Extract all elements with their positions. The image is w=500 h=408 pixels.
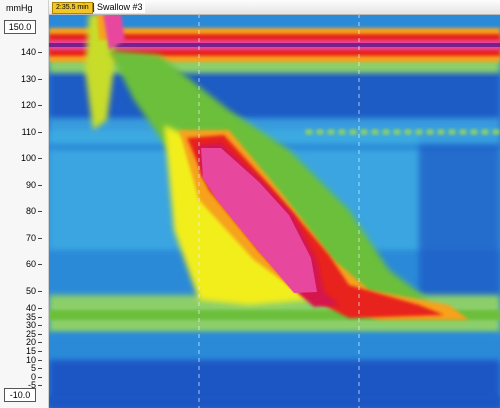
artefact-dot — [481, 129, 489, 135]
scale-tick-mark — [38, 131, 42, 133]
scale-tick-label: 5 — [30, 363, 36, 374]
scale-tick-mark — [38, 368, 42, 370]
scale-tick-mark — [38, 158, 42, 160]
event-label[interactable]: Swallow #3 — [95, 1, 145, 13]
swallow-column-pink — [103, 14, 125, 50]
scale-tick-mark — [38, 105, 42, 107]
row-of-dots-band — [49, 118, 500, 144]
bottom-edge-band — [49, 395, 500, 408]
scale-tick-mark — [38, 316, 42, 318]
scale-tick-label: 15 — [25, 346, 36, 357]
peristaltic-green-zone — [109, 50, 429, 305]
scale-tick-mark — [38, 211, 42, 213]
heatmap-canvas — [49, 0, 500, 408]
scale-tick-label: 10 — [25, 354, 36, 365]
scale-tick-label: 130 — [20, 73, 36, 84]
artefact-dot — [459, 129, 467, 135]
artefact-dot — [470, 129, 478, 135]
artefact-dot — [338, 129, 346, 135]
artefact-dot — [360, 129, 368, 135]
swallow-column-green — [85, 14, 115, 130]
scale-tick-label: 30 — [25, 320, 36, 331]
scale-tick-label: 35 — [25, 311, 36, 322]
scale-tick-mark — [38, 78, 42, 80]
scale-tick-label: 120 — [20, 100, 36, 111]
time-chip[interactable]: 2:35.5 min — [52, 2, 93, 14]
artefact-dot — [316, 129, 324, 135]
scale-min-box[interactable]: -10.0 — [4, 388, 36, 402]
scale-tick-mark — [38, 351, 42, 353]
artefact-dot — [327, 129, 335, 135]
scale-tick-mark — [38, 359, 42, 361]
scale-tick-mark — [38, 342, 42, 344]
scale-tick-label: 80 — [25, 206, 36, 217]
deep-blue-region — [419, 130, 500, 300]
artefact-dot — [492, 129, 500, 135]
time-bar — [49, 0, 500, 15]
scale-tick-label: 140 — [20, 47, 36, 58]
scale-tick-mark — [38, 333, 42, 335]
pressure-scale: mmHg 150.0 -10.0 140 130 120 110 100 90 80 70 60… — [0, 0, 49, 408]
artefact-dot — [305, 129, 313, 135]
scale-tick-label: 110 — [21, 126, 36, 137]
scale-tick-label: 100 — [20, 153, 36, 164]
artefact-dot — [437, 129, 445, 135]
artefact-dot — [448, 129, 456, 135]
artefact-dot — [426, 129, 434, 135]
scale-tick-label: 50 — [25, 285, 36, 296]
scale-tick-mark — [38, 184, 42, 186]
scale-max-box[interactable]: 150.0 — [4, 20, 36, 34]
artefact-dot — [382, 129, 390, 135]
scale-tick-label: 90 — [25, 179, 36, 190]
lower-green-core — [49, 310, 500, 320]
artefact-dot — [371, 129, 379, 135]
scale-tick-mark — [38, 237, 42, 239]
artefact-dot — [349, 129, 357, 135]
scale-tick-mark — [38, 290, 42, 292]
upper-sphincter-core — [49, 43, 500, 47]
scale-tick-label: 60 — [25, 259, 36, 270]
scale-tick-mark — [38, 376, 42, 378]
scale-tick-mark — [38, 52, 42, 54]
scale-tick-label: 70 — [25, 232, 36, 243]
scale-tick-label: 25 — [25, 328, 36, 339]
artefact-dot — [415, 129, 423, 135]
pressure-topography-plot[interactable] — [49, 0, 500, 408]
scale-tick-mark — [38, 385, 42, 387]
artefact-dot — [393, 129, 401, 135]
scale-tick-label: 0 — [30, 371, 36, 382]
peristaltic-pink-core — [201, 148, 317, 293]
scale-tick-label: 40 — [25, 303, 36, 314]
event-marker[interactable] — [92, 3, 94, 12]
scale-tick-label: -5 — [27, 380, 36, 391]
scale-tick-label: 20 — [25, 337, 36, 348]
scale-unit-label: mmHg — [6, 3, 33, 13]
scale-tick-mark — [38, 308, 42, 310]
scale-tick-mark — [38, 264, 42, 266]
artefact-dot — [404, 129, 412, 135]
light-blue-band — [49, 333, 500, 363]
scale-tick-mark — [38, 325, 42, 327]
